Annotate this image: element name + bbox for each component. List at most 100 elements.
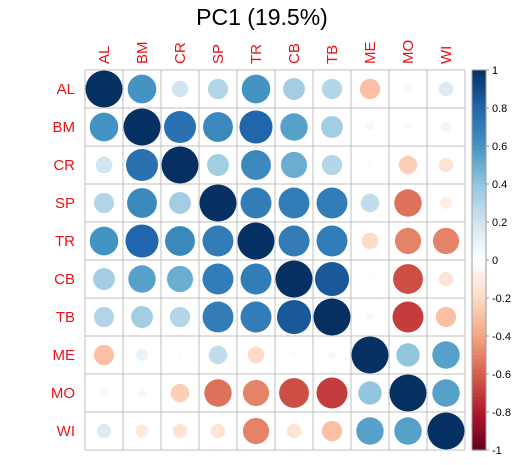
colorbar-tick-label: -0.4 [492,331,511,343]
row-label-tb: TB [56,309,75,326]
colorbar-segment [472,89,486,94]
colorbar-segment [472,134,486,139]
cell-cr-tb [321,154,343,176]
colorbar-segment [472,301,486,307]
cell-cb-cb [275,260,313,298]
colorbar-segment [472,252,486,257]
colorbar-segment [472,415,486,421]
correlation-cells [85,70,465,450]
colorbar-segment [472,96,486,101]
colorbar-segment [472,358,486,364]
cell-sp-tr [240,187,272,219]
column-label-sp: SP [210,44,227,64]
colorbar-segment [472,377,486,383]
row-labels: AL BM CR SP TR CB TB ME MO WI [51,81,75,440]
colorbar-segment [472,317,486,322]
colorbar-segment [472,104,486,109]
cell-tr-mo [394,227,422,255]
colorbar-segment [472,248,486,253]
row-label-al: AL [57,81,75,98]
cell-al-sp [207,78,229,100]
column-label-me: ME [362,42,379,65]
colorbar-segment [472,313,486,318]
colorbar-tick-label: 0.6 [492,141,507,153]
row-label-mo: MO [51,385,75,402]
cell-mo-tr [242,379,270,407]
colorbar-segment [472,157,486,162]
colorbar-segment [472,256,486,261]
column-label-bm: BM [134,42,151,65]
cell-mo-mo [389,374,427,412]
colorbar-tick-labels: 1 0.8 0.6 0.4 0.2 0 -0.2 -0.4 -0.6 -0.8 -1 [486,65,511,457]
cell-bm-tb [321,116,343,138]
cell-tr-tr [237,222,275,260]
colorbar-segment [472,70,486,75]
colorbar-segment [472,184,486,189]
colorbar-segment [472,115,486,120]
colorbar-segment [472,199,486,204]
cell-al-cb [283,78,305,100]
column-label-wi: WI [438,46,455,64]
cell-cb-sp [202,263,234,295]
cell-me-cb [290,351,298,359]
colorbar-segment [472,119,486,124]
colorbar-segment [472,210,486,215]
cell-sp-tb [316,187,348,219]
cell-cr-wi [438,157,454,173]
cell-bm-sp [203,112,233,142]
cell-sp-al [93,192,115,214]
colorbar-segment [472,396,486,402]
cell-tb-tb [313,298,351,336]
cell-tb-wi [435,306,457,328]
colorbar-segment [472,191,486,196]
cell-cb-mo [393,264,423,294]
colorbar-segment [472,108,486,113]
colorbar-segment [472,111,486,117]
colorbar-segment [472,161,486,166]
cell-sp-wi [440,197,452,209]
cell-wi-tb [321,420,343,442]
colorbar-segment [472,225,486,231]
colorbar-segment [472,214,486,219]
colorbar-segment [472,328,486,333]
cell-wi-cr [172,423,188,439]
cell-tb-tr [240,301,272,333]
colorbar-segment [472,324,486,329]
colorbar-segment [472,419,486,424]
cell-mo-cb [279,378,309,408]
colorbar-segment [472,438,486,443]
colorbar-segment [472,92,486,98]
column-label-tr: TR [248,44,265,64]
cell-cb-tb [314,261,350,297]
cell-tr-cb [278,225,310,257]
colorbar-segment [472,446,486,451]
colorbar-segment [472,85,486,90]
colorbar-segment [472,229,486,234]
cell-sp-cr [169,192,191,214]
cell-cr-al [95,156,113,174]
row-label-sp: SP [55,195,75,212]
colorbar-segment [472,172,486,177]
colorbar-tick-label: 0.2 [492,217,507,229]
row-label-wi: WI [57,423,75,440]
colorbar-segment [472,138,486,143]
cell-mo-cr [170,383,190,403]
colorbar-segment [472,351,486,356]
colorbar-tick-label: -0.2 [492,293,511,305]
colorbar-segment [472,309,486,314]
colorbar-segment [472,442,486,447]
cell-al-wi [438,81,454,97]
colorbar-segment [472,336,486,341]
colorbar-segment [472,431,486,436]
colorbar-segment [472,142,486,147]
cell-al-bm [127,74,157,104]
colorbar-segment [472,332,486,337]
column-label-tb: TB [324,45,341,64]
colorbar-segment [472,233,486,238]
cell-tr-tb [316,225,348,257]
cell-tr-al [89,226,119,256]
cell-tb-cb [276,299,312,335]
cell-tb-al [93,306,115,328]
colorbar [471,69,487,451]
colorbar-segment [472,100,486,105]
